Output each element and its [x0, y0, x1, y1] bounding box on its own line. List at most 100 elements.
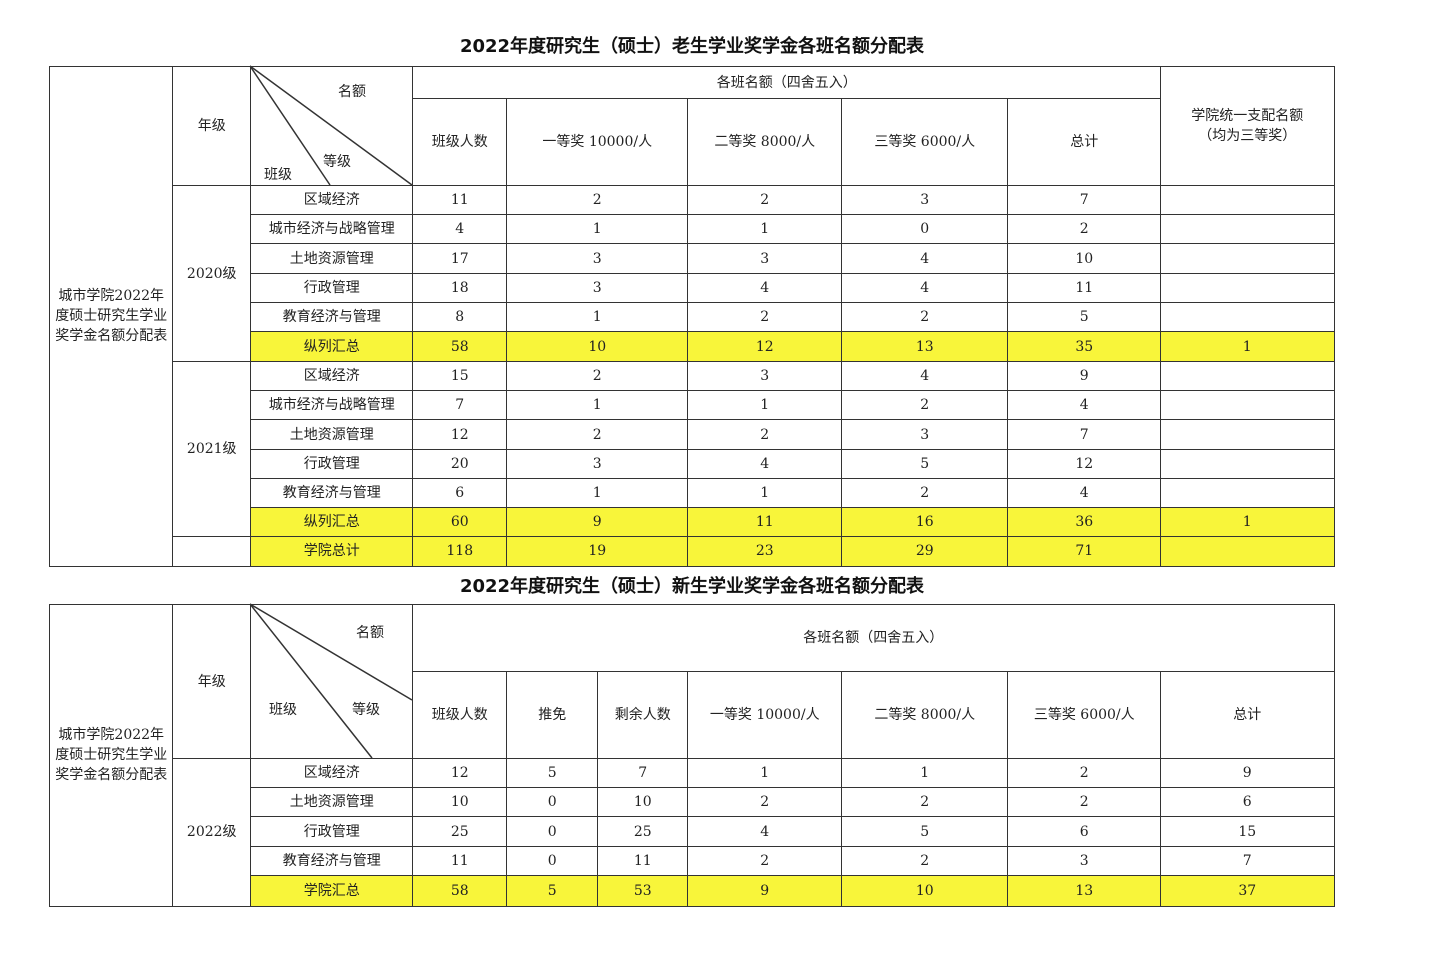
value-cell-text: 9: [592, 514, 602, 531]
value-cell: 2: [1007, 758, 1162, 789]
grade-cell: 2022级: [172, 758, 252, 907]
value-cell-text: 2: [760, 192, 770, 209]
class-name-cell: 纵列汇总: [250, 331, 414, 363]
column-header: 班级人数: [412, 671, 508, 760]
value-cell-text: 15: [450, 368, 469, 385]
value-cell-text: 4: [760, 456, 770, 473]
value-cell: 18: [412, 273, 508, 304]
class-name-cell-text: 土地资源管理: [289, 426, 374, 443]
diagonal-label: 名额: [356, 625, 384, 641]
value-cell-text: 1: [592, 221, 602, 238]
value-cell-text: 5: [1079, 309, 1089, 326]
value-cell: 7: [1007, 419, 1162, 451]
old-students-table-title: 2022年度研究生（硕士）老生学业奖学金各班名额分配表: [459, 36, 925, 57]
grade-cell: 2021级: [172, 361, 252, 538]
value-cell-text: 4: [760, 823, 770, 840]
value-cell: 11: [412, 846, 508, 877]
value-cell-text: 35: [1075, 338, 1094, 355]
value-cell: 5: [506, 758, 599, 789]
value-cell-text: 2: [592, 192, 602, 209]
value-cell: 15: [412, 361, 508, 392]
column-header-text: 剩余人数: [614, 707, 671, 724]
side-label: 城市学院2022年度硕士研究生学业奖学金名额分配表: [49, 604, 174, 907]
value-cell-text: 0: [920, 221, 930, 238]
grade-header-text: 年级: [197, 673, 226, 690]
value-cell: 2: [687, 185, 843, 216]
column-header-text: 三等奖 6000/人: [1033, 707, 1135, 724]
column-header: 班级人数: [412, 98, 508, 187]
value-cell-text: 11: [1075, 280, 1094, 297]
class-name-cell-text: 教育经济与管理: [282, 853, 381, 870]
value-cell: [1160, 302, 1335, 333]
value-cell: 6: [1007, 816, 1162, 848]
value-cell-text: 18: [450, 280, 469, 297]
class-name-cell: 学院总计: [250, 536, 414, 567]
value-cell: 71: [1007, 536, 1162, 567]
value-cell: 118: [412, 536, 508, 567]
value-cell-text: 5: [920, 823, 930, 840]
value-cell-text: 3: [592, 250, 602, 267]
value-cell-text: 60: [450, 514, 469, 531]
diagonal-label: 等级: [352, 702, 380, 718]
value-cell-text: 4: [1079, 485, 1089, 502]
value-cell-text: 11: [633, 853, 652, 870]
value-cell: 0: [841, 214, 1009, 245]
value-cell-text: 2: [1079, 765, 1089, 782]
value-cell: 2: [1007, 214, 1162, 245]
class-name-cell: 教育经济与管理: [250, 846, 414, 877]
value-cell: 11: [412, 185, 508, 216]
value-cell: 2: [841, 302, 1009, 333]
value-cell: 20: [412, 449, 508, 480]
value-cell-text: 2: [592, 426, 602, 443]
column-header-text: 一等奖 10000/人: [709, 707, 820, 724]
value-cell: [1160, 185, 1335, 216]
value-cell: 3: [506, 243, 689, 275]
side-label: 城市学院2022年度硕士研究生学业奖学金名额分配表: [49, 66, 174, 567]
value-cell-text: 4: [760, 280, 770, 297]
value-cell: 4: [412, 214, 508, 245]
value-cell-text: 4: [455, 221, 465, 238]
value-cell: 4: [687, 816, 843, 848]
grade-cell-text: 2021级: [186, 441, 237, 458]
value-cell: 10: [506, 331, 689, 363]
class-name-cell: 区域经济: [250, 361, 414, 392]
value-cell-text: 29: [915, 543, 934, 560]
group-header: 各班名额（四舍五入）: [412, 66, 1162, 100]
class-name-cell: 行政管理: [250, 816, 414, 848]
value-cell-text: 36: [1075, 514, 1094, 531]
class-name-cell: 土地资源管理: [250, 787, 414, 818]
class-name-cell: 行政管理: [250, 273, 414, 304]
value-cell: 5: [506, 875, 599, 907]
value-cell: 2: [687, 419, 843, 451]
value-cell: 2: [506, 361, 689, 392]
diagonal-label: 名额: [338, 84, 366, 100]
value-cell-text: 13: [1075, 882, 1094, 899]
new-students-table-title: 2022年度研究生（硕士）新生学业奖学金各班名额分配表: [459, 576, 925, 597]
class-name-cell-text: 教育经济与管理: [282, 309, 381, 326]
value-cell-text: 1: [760, 221, 770, 238]
value-cell: [1160, 478, 1335, 509]
class-name-cell: 学院汇总: [250, 875, 414, 907]
class-name-cell-text: 区域经济: [303, 368, 360, 385]
value-cell: 4: [841, 361, 1009, 392]
value-cell: 4: [1007, 390, 1162, 421]
value-cell-text: 25: [450, 823, 469, 840]
value-cell-text: 11: [755, 514, 774, 531]
college-header: 学院统一支配名额（均为三等奖）: [1160, 66, 1335, 187]
value-cell: 15: [1160, 816, 1335, 848]
value-cell: 4: [841, 273, 1009, 304]
column-header: 推免: [506, 671, 599, 760]
value-cell-text: 2: [760, 794, 770, 811]
class-name-cell-text: 学院总计: [303, 543, 360, 560]
value-cell: 7: [412, 390, 508, 421]
class-name-cell: 行政管理: [250, 449, 414, 480]
value-cell: 19: [506, 536, 689, 567]
value-cell: 58: [412, 331, 508, 363]
value-cell-text: 17: [450, 250, 469, 267]
value-cell: 11: [597, 846, 689, 877]
class-name-cell-text: 行政管理: [303, 280, 360, 297]
value-cell-text: 12: [450, 426, 469, 443]
value-cell-text: 2: [920, 397, 930, 414]
value-cell-text: 2: [1079, 794, 1089, 811]
value-cell: 7: [1007, 185, 1162, 216]
